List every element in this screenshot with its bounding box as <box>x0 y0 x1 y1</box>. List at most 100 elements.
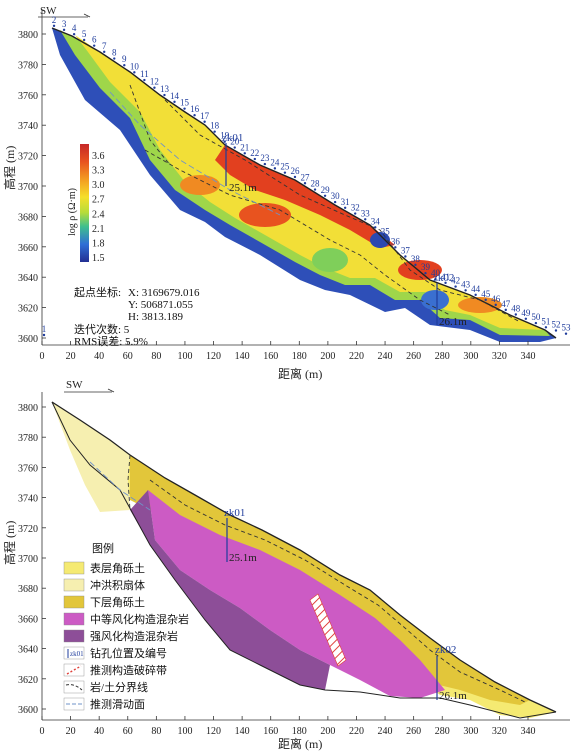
legend-borehole-symbol: zk01 <box>70 650 84 658</box>
legend-swatch <box>63 612 85 626</box>
bottom_panel-x-tick-label: 240 <box>378 726 393 737</box>
electrode-marker <box>464 289 467 292</box>
top-info-h: H: 3813.189 <box>128 311 184 323</box>
bottom_panel-x-tick-label: 60 <box>123 726 133 737</box>
legend-item-label: 下层角砾土 <box>90 596 145 609</box>
bottom-layer-moderate-melange <box>148 490 445 698</box>
bottom-layer-alluvial-fan <box>52 402 130 512</box>
electrode-marker <box>444 281 447 285</box>
electrode-label: 35 <box>381 226 391 236</box>
bottom_panel-y-tick-label: 3620 <box>18 675 38 686</box>
electrode-marker <box>133 71 136 74</box>
top-y-axis-label: 高程 (m) <box>2 146 17 190</box>
electrode-label: 50 <box>531 312 541 322</box>
electrode-label: 37 <box>401 245 411 255</box>
electrode-label: 2 <box>52 15 57 25</box>
top_panel-x-tick-label: 80 <box>151 351 161 362</box>
electrode-marker <box>414 263 417 267</box>
bottom-panel: zk01 25.1m zk02 26.1m SW 3600 3620 3640 366… <box>2 379 570 751</box>
electrode-label: 38 <box>411 254 421 264</box>
electrode-label: 5 <box>82 29 87 39</box>
electrode-label: 49 <box>521 308 531 318</box>
electrode-label: 53 <box>562 323 572 333</box>
electrode-marker <box>113 57 116 60</box>
electrode-label: 34 <box>371 216 381 226</box>
electrode-marker <box>524 317 528 320</box>
bottom_panel-x-tick-label: 20 <box>66 726 76 737</box>
electrode-label: 43 <box>461 279 471 289</box>
bottom-fracture-zone <box>309 593 347 667</box>
legend-item-label: 岩/土分界线 <box>90 680 148 694</box>
top_panel-x-tick-label: 60 <box>123 351 133 362</box>
top-red-zone-3 <box>180 175 220 195</box>
electrode-label: 17 <box>200 111 210 121</box>
electrode-marker <box>62 28 66 32</box>
top-panel: zk01 25.1m zk02 26.1m SW 12 3 456789101112… <box>2 5 571 381</box>
top-blue-zone-2 <box>421 290 449 310</box>
electrode-marker <box>193 114 196 117</box>
top_panel-x-tick-label: 120 <box>206 351 221 362</box>
top-borehole-zk01-name: zk01 <box>222 132 243 144</box>
electrode-marker <box>283 171 287 174</box>
top_panel-y-tick-label: 3620 <box>18 304 38 315</box>
electrode-marker <box>183 107 186 110</box>
bottom_panel-x-tick-label: 160 <box>263 726 278 737</box>
electrode-label: 10 <box>130 61 140 71</box>
electrode-label: 20 <box>230 137 240 147</box>
bottom-y-axis-label: 高程 (m) <box>2 521 17 565</box>
legend-item-label: 推测滑动面 <box>90 697 145 711</box>
top-boundary-1 <box>129 84 171 166</box>
top_panel-x-tick-label: 340 <box>521 351 536 362</box>
bottom-borehole-zk02-depth: 26.1m <box>439 690 467 702</box>
electrode-marker <box>42 333 46 337</box>
electrode-label: 36 <box>391 236 401 246</box>
electrode-marker <box>213 130 216 133</box>
top_panel-y-tick-label: 3740 <box>18 121 38 132</box>
top_panel-y-tick-label: 3660 <box>18 243 38 254</box>
electrode-marker <box>273 167 277 170</box>
electrode-label: 42 <box>451 276 460 286</box>
electrode-label: 11 <box>140 69 149 79</box>
top_panel-x-tick-label: 200 <box>320 351 335 362</box>
electrode-label: 45 <box>481 289 491 299</box>
bottom_panel-x-tick-label: 140 <box>235 726 250 737</box>
electrode-marker <box>92 44 96 47</box>
electrode-label: 52 <box>551 320 560 330</box>
top-red-zone-2 <box>239 203 291 227</box>
bottom_panel-y-tick-label: 3600 <box>18 705 38 716</box>
legend-item-label: 冲洪积扇体 <box>90 578 145 592</box>
colorbar-tick-label: 2.1 <box>92 224 105 235</box>
electrode-label: 4 <box>72 23 77 33</box>
bottom_panel-y-tick-label: 3800 <box>18 403 38 414</box>
bottom-borehole-zk01: zk01 25.1m <box>224 507 257 564</box>
electrode-label: 14 <box>170 91 180 101</box>
electrode-label: 13 <box>160 84 170 94</box>
top-red-zone-1 <box>215 145 395 248</box>
bottom-x-axis-label: 距离 (m) <box>278 736 322 751</box>
bottom_panel-x-tick-label: 120 <box>206 726 221 737</box>
top-direction-indicator: SW <box>38 5 91 18</box>
top_panel-y-tick-label: 3800 <box>18 30 38 41</box>
bottom_panel-x-tick-label: 180 <box>292 726 307 737</box>
legend-swatch <box>63 578 85 592</box>
top-info-block: 起点坐标: X: 3169679.016 Y: 506871.055 H: 38… <box>74 285 200 348</box>
electrode-label: 39 <box>421 262 431 272</box>
top-slip-surface <box>109 91 281 216</box>
electrode-marker <box>103 50 106 54</box>
bottom_panel-x-tick-label: 220 <box>349 726 364 737</box>
electrode-label: 47 <box>501 299 511 309</box>
colorbar-tick-label: 3.0 <box>92 180 105 191</box>
top-borehole-zk01: zk01 25.1m <box>222 132 257 194</box>
electrode-label: 9 <box>122 54 127 64</box>
top_panel-x-tick-label: 0 <box>40 351 45 362</box>
legend-title: 图例 <box>92 541 114 555</box>
legend-item-label: 中等风化构造混杂岩 <box>90 612 189 626</box>
bottom_panel-y-tick-label: 3720 <box>18 524 38 535</box>
top-y-ticks: 3600 3620 3640 3660 3680 3700 3720 3740 3760 3780… <box>18 30 46 345</box>
electrode-marker <box>52 24 56 28</box>
top_panel-x-tick-label: 280 <box>435 351 450 362</box>
electrode-marker <box>293 175 297 179</box>
electrode-marker <box>484 298 487 302</box>
bottom_panel-x-tick-label: 100 <box>177 726 192 737</box>
